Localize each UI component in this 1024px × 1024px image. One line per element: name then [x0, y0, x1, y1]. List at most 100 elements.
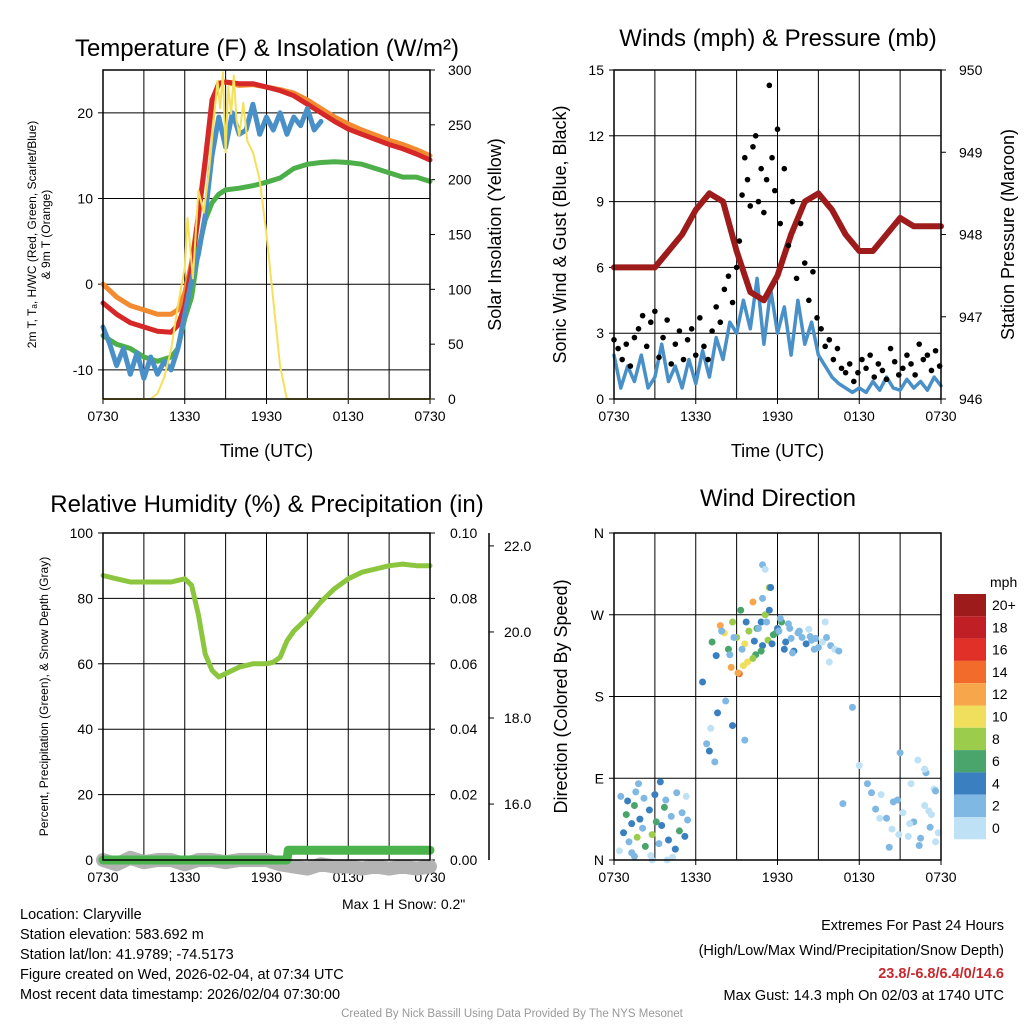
gust-point	[871, 374, 878, 380]
legend-label: 6	[992, 753, 1000, 769]
recent-data-text: Most recent data timestamp: 2026/02/04 0…	[20, 987, 341, 1003]
legend-title: mph	[990, 574, 1017, 590]
wind-direction-point	[741, 736, 749, 744]
wind-direction-point	[765, 606, 773, 614]
gust-point	[789, 198, 796, 205]
wind-direction-point	[889, 798, 897, 806]
y-tick-label: -10	[73, 362, 93, 378]
gust-point	[676, 328, 683, 334]
gust-point	[904, 352, 910, 358]
wind-direction-point	[708, 638, 716, 646]
y-tick-label: 0	[596, 391, 604, 407]
y-tick-label: W	[591, 607, 605, 623]
wind-direction-point	[632, 788, 640, 796]
wind-direction-point	[904, 832, 912, 840]
wind-direction-point	[671, 845, 679, 853]
wind-direction-point	[734, 669, 742, 677]
wind-direction-point	[630, 852, 638, 860]
wind-direction-point	[648, 831, 656, 839]
latlon-text: Station lat/lon: 41.9789; -74.5173	[20, 947, 234, 963]
gust-point	[660, 334, 666, 341]
gust-point	[912, 372, 918, 378]
legend-label: 10	[992, 709, 1008, 725]
wind-direction-point	[872, 805, 880, 813]
wind-direction-point	[727, 663, 735, 671]
legend-label: 2	[992, 798, 1000, 814]
y-tick-label: 0	[85, 276, 93, 292]
wind-direction-point	[787, 634, 795, 642]
wind-direction-point	[739, 662, 747, 670]
legend-label: 12	[992, 686, 1008, 702]
gust-point	[635, 326, 642, 332]
y-tick-label: N	[594, 852, 604, 868]
legend-label: 4	[992, 775, 1000, 791]
wind-direction-point	[718, 627, 726, 635]
wind-direction-point	[714, 709, 722, 717]
wind-direction-point	[742, 618, 750, 626]
precip-tick-label: 0.08	[450, 590, 477, 606]
wind-direction-point	[625, 838, 633, 846]
x-tick-label: 0730	[87, 869, 118, 885]
snow-tick-label: 16.0	[504, 796, 531, 812]
wind-direction-point	[622, 811, 630, 819]
wind-direction-point	[639, 824, 647, 832]
wind-direction-point	[921, 802, 929, 809]
wind-direction-point	[808, 636, 816, 644]
gust-point	[744, 176, 751, 183]
gust-point	[814, 315, 820, 321]
legend-label: 14	[992, 664, 1008, 680]
wind-direction-point	[617, 792, 625, 800]
wind-direction-point	[835, 647, 843, 655]
wind-direction-point	[651, 791, 659, 799]
wind-direction-point	[749, 598, 757, 606]
gust-point	[761, 209, 767, 216]
gust-point	[739, 192, 745, 198]
gust-point	[908, 361, 914, 367]
wind-direction-point	[761, 611, 769, 619]
gust-point	[701, 343, 707, 350]
temperature-plot-frame	[102, 69, 431, 400]
humidity-y-axis-label: Percent, Precipitation (Green), & Snow D…	[37, 557, 51, 836]
wind-direction-point	[780, 645, 788, 653]
y2-tick-label: 949	[959, 144, 983, 160]
gust-point	[928, 367, 935, 374]
wind-direction-point	[802, 640, 810, 648]
wind-direction-point	[738, 645, 746, 653]
gust-point	[752, 133, 759, 139]
gust-point	[887, 345, 894, 352]
wind-direction-point	[932, 838, 940, 846]
max-snow-annotation: Max 1 H Snow: 0.2"	[342, 896, 466, 912]
gust-point	[680, 356, 687, 363]
wind-direction-point	[767, 584, 775, 591]
wind-direction-point	[724, 645, 732, 653]
wind-direction-point	[624, 797, 632, 805]
max-gust-text: Max Gust: 14.3 mph On 02/03 at 1740 UTC	[723, 988, 1004, 1004]
panel-title: Relative Humidity (%) & Precipitation (i…	[50, 491, 483, 518]
wind-direction-point	[641, 842, 649, 850]
wind-direction-point	[754, 624, 762, 632]
gust-point	[647, 319, 654, 326]
gust-point	[705, 356, 711, 363]
panel-title: Wind Direction	[700, 485, 856, 512]
pressure-axis-label: Station Pressure (Maroon)	[998, 129, 1018, 340]
wind-direction-point	[784, 620, 792, 628]
insolation-axis-label: Solar Insolation (Yellow)	[485, 138, 505, 330]
x-tick-label: 1330	[169, 869, 200, 885]
wind-direction-point	[620, 829, 628, 837]
gust-point	[709, 328, 715, 334]
wind-direction-point	[667, 812, 675, 820]
gust-point	[668, 361, 675, 367]
y2-tick-label: 300	[448, 62, 472, 78]
gust-point	[774, 126, 781, 133]
y2-tick-label: 946	[959, 391, 983, 407]
wind-direction-point	[729, 618, 737, 626]
y2-tick-label: 947	[959, 309, 983, 325]
y2-tick-label: 100	[448, 281, 472, 297]
wind-direction-point	[934, 829, 942, 837]
gust-point	[851, 378, 857, 385]
wind-direction-point	[745, 627, 753, 635]
wind-direction-point	[868, 789, 876, 797]
gust-point	[747, 203, 754, 209]
gust-point	[822, 343, 828, 350]
